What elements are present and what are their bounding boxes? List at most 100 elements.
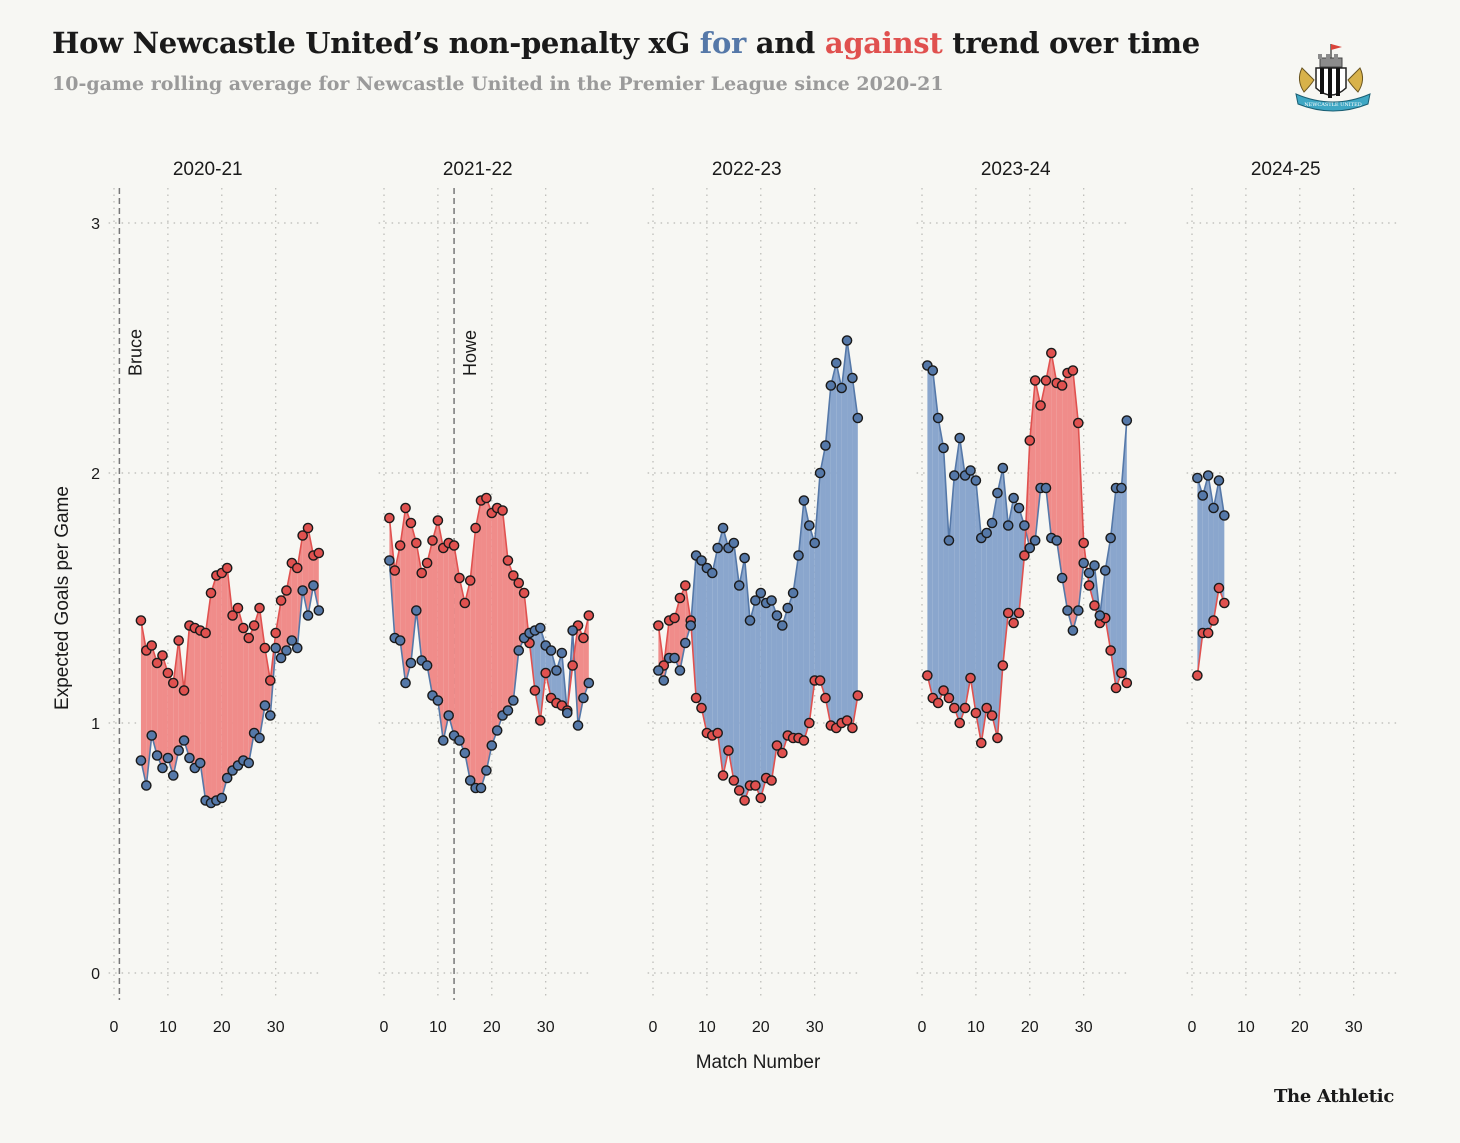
against-point (464, 575, 476, 586)
for-area (739, 558, 745, 801)
against-point (1035, 400, 1046, 411)
for-area (803, 500, 810, 741)
against-point (981, 702, 992, 714)
against-point (723, 745, 734, 756)
for-point (313, 605, 325, 616)
for-area (825, 385, 831, 726)
against-point (508, 570, 519, 581)
against-point (411, 537, 422, 549)
x-tick-label: 10 (967, 1019, 985, 1036)
against-area (454, 545, 460, 741)
for-point (706, 567, 718, 579)
against-point (669, 612, 680, 624)
against-point (416, 567, 428, 579)
for-area (959, 438, 966, 723)
for-point (561, 707, 573, 719)
for-area (814, 473, 821, 681)
against-point (728, 775, 740, 786)
against-point (975, 737, 987, 749)
for-point (809, 537, 821, 549)
against-point (578, 632, 589, 644)
for-point (551, 665, 562, 676)
against-point (739, 795, 750, 806)
chart-title: How Newcastle United’s non-penalty xG fo… (52, 26, 1200, 60)
for-point (771, 610, 783, 621)
against-area (513, 575, 519, 701)
for-area (992, 493, 998, 738)
against-point (771, 740, 783, 751)
against-point (459, 597, 471, 609)
for-point (1029, 535, 1041, 546)
against-area (157, 655, 163, 768)
for-point (938, 442, 949, 454)
for-point (384, 555, 395, 566)
newcastle-crest-logo: NEWCASTLE UNITED (1295, 44, 1371, 112)
against-point (146, 640, 158, 651)
against-area (443, 543, 449, 741)
for-point (513, 645, 525, 656)
against-point (1121, 677, 1133, 689)
for-point (556, 647, 568, 659)
for-point (411, 605, 422, 616)
against-area (1067, 370, 1073, 631)
for-point (997, 462, 1009, 474)
against-area (410, 523, 417, 663)
against-point (270, 627, 282, 639)
against-point (135, 615, 147, 626)
against-area (205, 593, 212, 803)
for-point (744, 615, 756, 626)
for-point (1067, 625, 1079, 636)
against-point (151, 657, 163, 669)
against-point (1073, 417, 1084, 429)
for-point (254, 732, 265, 744)
for-area (1008, 498, 1014, 623)
svg-text:NEWCASTLE UNITED: NEWCASTLE UNITED (1304, 102, 1361, 108)
for-point (265, 710, 276, 721)
for-point (475, 782, 487, 794)
for-point (308, 580, 319, 591)
for-point (696, 555, 707, 566)
against-point (852, 690, 864, 701)
for-point (1121, 415, 1133, 426)
against-point (518, 587, 530, 599)
title-for-word: for (699, 26, 747, 60)
x-tick-label: 20 (1291, 1019, 1309, 1036)
for-point (394, 635, 406, 646)
for-area (986, 523, 993, 716)
for-point (400, 677, 411, 689)
against-point (238, 622, 249, 634)
against-area (491, 508, 498, 746)
for-area (750, 600, 756, 786)
x-tick-label: 10 (1237, 1019, 1255, 1036)
for-area (1208, 475, 1214, 633)
against-point (513, 577, 525, 589)
for-point (970, 475, 982, 486)
for-point (302, 610, 314, 621)
facet-2020-21: 0 10 20 30 2020-21 Bruce (108, 159, 325, 1036)
against-area (162, 655, 168, 768)
against-area (481, 498, 487, 788)
for-area (1013, 498, 1020, 623)
for-point (1219, 510, 1230, 521)
for-point (286, 635, 298, 646)
against-point (717, 770, 729, 781)
for-point (481, 765, 492, 776)
against-point (1192, 670, 1203, 681)
against-point (502, 555, 514, 566)
facet-title: 2023-24 (981, 159, 1051, 180)
against-point (227, 610, 238, 621)
for-point (1051, 535, 1063, 546)
for-point (572, 720, 584, 731)
against-point (1219, 597, 1230, 609)
against-area (448, 543, 455, 736)
x-tick-label: 10 (159, 1019, 177, 1036)
against-point (1078, 537, 1089, 549)
for-area (712, 548, 718, 736)
against-area (427, 540, 433, 696)
against-area (475, 500, 482, 788)
for-point (836, 382, 847, 394)
for-area (723, 528, 729, 776)
for-point (275, 652, 287, 664)
for-point (578, 692, 589, 704)
